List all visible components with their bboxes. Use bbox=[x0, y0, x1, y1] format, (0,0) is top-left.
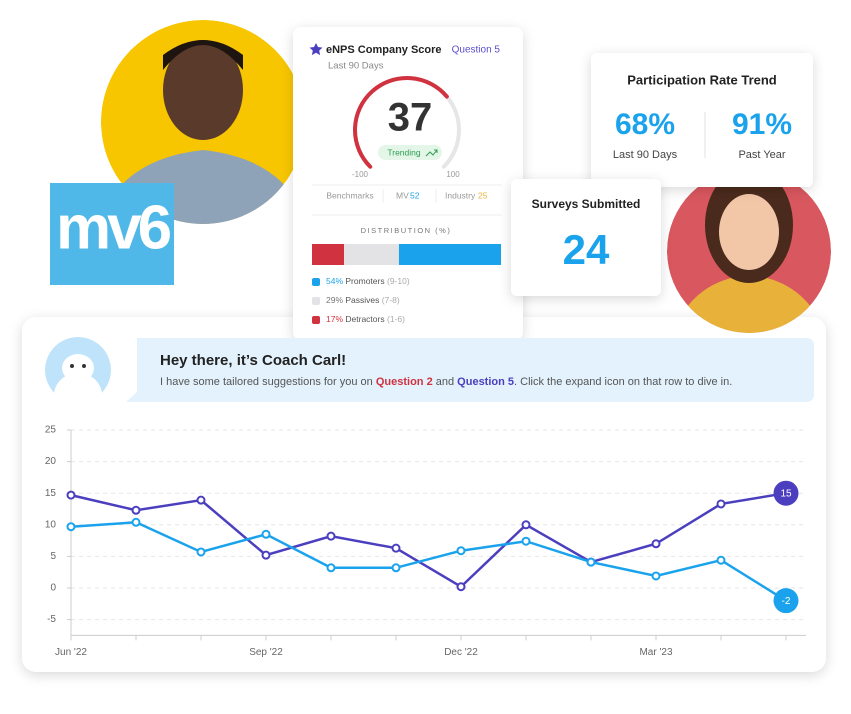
gauge-min: -100 bbox=[352, 170, 369, 179]
coach-title: Hey there, it’s Coach Carl! bbox=[160, 352, 346, 369]
distribution-segment bbox=[344, 244, 399, 265]
end-label: 15 bbox=[780, 488, 792, 499]
coach-text: . Click the expand icon on that row to d… bbox=[514, 376, 732, 388]
surveys-card bbox=[511, 179, 661, 296]
legend-range: (7-8) bbox=[382, 295, 400, 305]
coach-text: I have some tailored suggestions for you… bbox=[160, 376, 376, 388]
industry-value: 25 bbox=[478, 190, 488, 200]
enps-title: eNPS Company Score bbox=[326, 44, 442, 56]
point bbox=[651, 571, 661, 581]
surveys-title: Surveys Submitted bbox=[532, 197, 641, 211]
legend-name: Promoters bbox=[345, 276, 384, 286]
point bbox=[196, 547, 206, 557]
point bbox=[66, 522, 76, 532]
stat-label: Past Year bbox=[738, 149, 785, 161]
point bbox=[66, 490, 76, 500]
coach-bubble bbox=[126, 338, 814, 402]
x-tick-label: Mar '23 bbox=[639, 647, 672, 658]
legend-name: Passives bbox=[345, 295, 379, 305]
point bbox=[261, 550, 271, 560]
distribution-title: DISTRIBUTION (%) bbox=[361, 226, 452, 235]
end-badge bbox=[773, 480, 799, 506]
participation-title: Participation Rate Trend bbox=[627, 72, 777, 87]
y-tick-label: 0 bbox=[50, 583, 56, 594]
legend-swatch bbox=[312, 278, 320, 286]
distribution-segment bbox=[398, 244, 501, 265]
surveys-value: 24 bbox=[563, 226, 610, 273]
woman-photo bbox=[667, 169, 831, 333]
point bbox=[521, 536, 531, 546]
legend-name: Detractors bbox=[345, 314, 384, 324]
point bbox=[131, 505, 141, 515]
point bbox=[326, 563, 336, 573]
x-tick-label: Dec '22 bbox=[444, 647, 478, 658]
enps-question: Question 5 bbox=[452, 45, 501, 56]
legend-percent: 17% bbox=[326, 314, 343, 324]
legend-swatch bbox=[312, 316, 320, 324]
y-tick-label: -5 bbox=[47, 614, 56, 625]
logo: mv6 bbox=[50, 183, 175, 285]
mv-value: 52 bbox=[410, 190, 420, 200]
gauge-max: 100 bbox=[446, 170, 460, 179]
trend-icon bbox=[425, 149, 438, 157]
y-tick-label: 5 bbox=[50, 551, 56, 562]
point bbox=[716, 499, 726, 509]
y-tick-label: 15 bbox=[45, 488, 57, 499]
legend-percent: 29% bbox=[326, 295, 343, 305]
y-tick-label: 10 bbox=[45, 519, 57, 530]
trend-text: Trending bbox=[387, 147, 421, 157]
point bbox=[261, 529, 271, 539]
logo-text: mv6 bbox=[56, 193, 171, 262]
x-tick-label: Sep '22 bbox=[249, 647, 283, 658]
enps-period: Last 90 Days bbox=[328, 61, 384, 72]
point bbox=[131, 517, 141, 527]
point bbox=[716, 555, 726, 565]
point bbox=[391, 543, 401, 553]
coach-message: I have some tailored suggestions for you… bbox=[160, 376, 732, 388]
point bbox=[456, 546, 466, 556]
stat-value: 68% bbox=[615, 108, 675, 141]
legend-item: 54% Promoters (9-10) bbox=[326, 276, 410, 286]
legend-item: 29% Passives (7-8) bbox=[326, 295, 400, 305]
coach-avatar bbox=[45, 337, 111, 403]
distribution-segment bbox=[312, 244, 345, 265]
end-badge bbox=[773, 588, 799, 614]
mv-label: MV bbox=[396, 190, 409, 200]
chart-card bbox=[22, 317, 826, 672]
x-tick-label: Jun '22 bbox=[55, 647, 87, 658]
end-label: -2 bbox=[782, 596, 791, 607]
legend-percent: 54% bbox=[326, 276, 343, 286]
legend-range: (9-10) bbox=[387, 276, 410, 286]
coach-text: Question 5 bbox=[457, 376, 514, 388]
benchmarks-label: Benchmarks bbox=[326, 190, 373, 200]
point bbox=[651, 539, 661, 549]
stat-value: 91% bbox=[732, 108, 792, 141]
y-tick-label: 20 bbox=[45, 456, 57, 467]
series-line bbox=[70, 521, 787, 602]
series-line bbox=[70, 491, 787, 589]
coach-text: and bbox=[433, 376, 457, 388]
point bbox=[521, 520, 531, 530]
stat-label: Last 90 Days bbox=[613, 149, 678, 161]
enps-card bbox=[293, 27, 523, 340]
enps-score: 37 bbox=[388, 96, 433, 140]
industry-label: Industry bbox=[445, 190, 476, 200]
y-tick-label: 25 bbox=[45, 425, 57, 436]
gauge-value bbox=[353, 76, 449, 169]
trend-pill bbox=[378, 145, 442, 160]
legend-item: 17% Detractors (1-6) bbox=[326, 314, 405, 324]
coach-text: Question 2 bbox=[376, 376, 433, 388]
point bbox=[326, 531, 336, 541]
point bbox=[456, 582, 466, 592]
star-icon bbox=[309, 43, 323, 56]
legend-swatch bbox=[312, 297, 320, 305]
legend-range: (1-6) bbox=[387, 314, 405, 324]
point bbox=[196, 495, 206, 505]
point bbox=[391, 563, 401, 573]
participation-card bbox=[591, 53, 813, 187]
point bbox=[586, 557, 596, 567]
